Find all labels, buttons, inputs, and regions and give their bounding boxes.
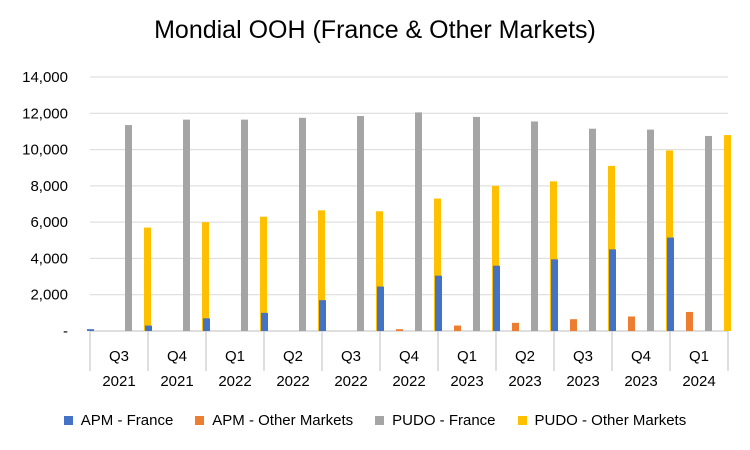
x-tick-label-year: 2023 — [624, 373, 657, 390]
x-tick-label-year: 2021 — [160, 373, 193, 390]
bar-pudo-other-markets — [318, 210, 325, 331]
bar-apm-other-markets — [686, 311, 693, 331]
x-tick-label-year: 2021 — [102, 373, 135, 390]
bar-apm-other-markets — [570, 319, 577, 331]
bar-pudo-france — [299, 117, 306, 331]
legend-label: APM - Other Markets — [212, 411, 354, 429]
bar-pudo-france — [705, 135, 712, 331]
y-tick-label: 14,000 — [22, 69, 68, 86]
bar-pudo-other-markets — [260, 216, 267, 331]
bar-apm-france — [145, 325, 152, 331]
bar-pudo-other-markets — [608, 165, 615, 331]
x-tick-label-year: 2022 — [218, 373, 251, 390]
legend-swatch — [517, 415, 527, 425]
x-tick-label-year: 2022 — [392, 373, 425, 390]
bar-pudo-france — [357, 116, 364, 331]
bar-apm-france — [667, 237, 674, 331]
x-tick-label-year: 2023 — [566, 373, 599, 390]
bar-apm-france — [87, 329, 94, 331]
chart-title: Mondial OOH (France & Other Markets) — [154, 16, 596, 44]
legend-item: APM - France — [63, 411, 174, 429]
bar-apm-france — [377, 286, 384, 331]
legend-item: APM - Other Markets — [195, 412, 353, 429]
bar-pudo-other-markets — [202, 222, 209, 331]
bar-apm-other-markets — [628, 316, 635, 331]
legend: APM - France APM - Other Markets PUDO - Fr… — [0, 409, 750, 431]
bar-pudo-france — [589, 128, 596, 331]
bar-pudo-france — [241, 119, 248, 331]
bar-pudo-france — [473, 116, 480, 332]
legend-label: APM - France — [80, 411, 174, 429]
bar-apm-france — [493, 265, 500, 331]
legend-item: PUDO - Other Markets — [517, 411, 687, 429]
x-tick-label-quarter: Q1 — [689, 348, 709, 365]
legend-swatch — [63, 415, 73, 425]
bar-pudo-france — [531, 121, 538, 331]
y-tick-label: 2,000 — [30, 287, 68, 304]
x-tick-label-year: 2023 — [450, 373, 483, 390]
x-tick-label-year: 2022 — [334, 373, 367, 390]
bar-pudo-other-markets — [376, 211, 383, 331]
y-tick-label: 8,000 — [30, 178, 68, 195]
bar-apm-france — [203, 318, 210, 331]
y-tick-label: 4,000 — [30, 250, 68, 267]
bar-pudo-other-markets — [434, 198, 441, 331]
legend-item: PUDO - France — [375, 411, 496, 429]
bar-apm-france — [435, 275, 442, 331]
bar-apm-france — [261, 312, 268, 331]
bar-apm-france — [551, 259, 558, 331]
bar-pudo-france — [125, 125, 132, 331]
x-tick-label-quarter: Q4 — [399, 348, 419, 365]
bar-apm-other-markets — [512, 322, 519, 331]
x-tick-label-quarter: Q3 — [109, 348, 129, 365]
bar-apm-other-markets — [396, 329, 403, 331]
x-tick-label-year: 2023 — [508, 373, 541, 390]
x-tick-label-year: 2022 — [276, 373, 309, 390]
bar-pudo-france — [415, 112, 422, 331]
bar-pudo-france — [647, 129, 654, 331]
y-tick-label: - — [63, 323, 68, 340]
bar-apm-other-markets — [454, 325, 461, 331]
x-tick-label-year: 2024 — [682, 373, 715, 390]
legend-swatch — [195, 415, 205, 425]
y-tick-label: 10,000 — [22, 142, 68, 159]
y-tick-label: 6,000 — [30, 214, 68, 231]
bar-pudo-france — [183, 119, 190, 331]
bar-pudo-other-markets — [492, 185, 499, 331]
bar-pudo-other-markets — [724, 135, 731, 331]
legend-label: PUDO - Other Markets — [534, 411, 687, 429]
x-tick-label-quarter: Q1 — [457, 348, 477, 365]
x-tick-label-quarter: Q4 — [631, 348, 651, 365]
x-tick-label-quarter: Q2 — [515, 348, 535, 365]
x-tick-label-quarter: Q3 — [573, 348, 593, 365]
bar-apm-france — [609, 249, 616, 331]
bar-pudo-other-markets — [550, 181, 557, 331]
legend-label: PUDO - France — [392, 411, 496, 429]
x-tick-label-quarter: Q4 — [167, 348, 187, 365]
legend-swatch — [375, 415, 385, 425]
bar-apm-france — [319, 300, 326, 331]
x-tick-label-quarter: Q1 — [225, 348, 245, 365]
x-tick-label-quarter: Q2 — [283, 348, 303, 365]
y-tick-label: 12,000 — [22, 105, 68, 122]
bar-pudo-other-markets — [144, 227, 151, 331]
x-tick-label-quarter: Q3 — [341, 348, 361, 365]
